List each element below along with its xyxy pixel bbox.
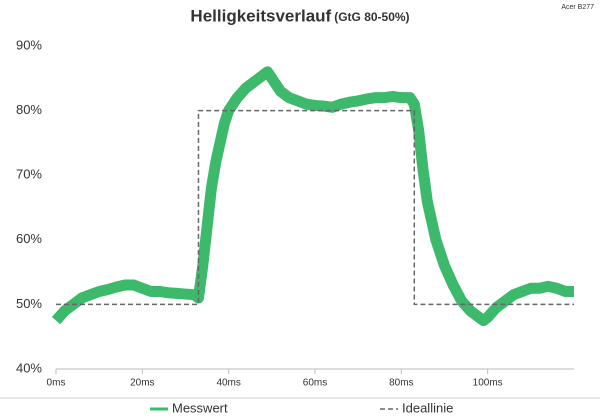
y-tick-label: 80% [16,102,42,117]
legend-label: Messwert [172,400,228,415]
series-line [51,66,574,327]
x-tick-label: 20ms [130,378,154,389]
x-tick-label: 100ms [473,378,503,389]
series-line [56,109,574,306]
annotation: Acer B277 [561,4,594,11]
y-tick-label: 70% [16,167,42,182]
chart-subtitle: (GtG 80-50%) [334,10,409,24]
y-tick-label: 40% [16,360,42,375]
y-tick-label: 50% [16,296,42,311]
x-tick-label: 80ms [389,378,413,389]
legend-label: Ideallinie [402,400,453,415]
chart-title: Helligkeitsverlauf [190,6,331,25]
x-tick-label: 0ms [47,378,66,389]
y-tick-label: 90% [16,37,42,52]
x-tick-label: 60ms [303,378,327,389]
x-tick-label: 40ms [216,378,240,389]
y-tick-label: 60% [16,231,42,246]
